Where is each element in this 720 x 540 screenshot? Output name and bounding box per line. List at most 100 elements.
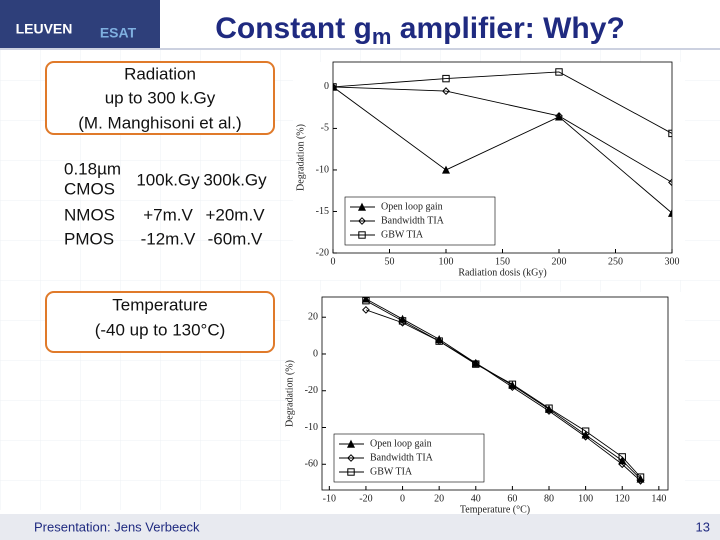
- legend-marker: [347, 454, 355, 462]
- box-text: Radiation: [124, 64, 196, 83]
- y-tick-label: -15: [316, 206, 329, 217]
- x-tick-label: 140: [651, 493, 666, 504]
- title-part: Constant g: [215, 12, 372, 45]
- legend-marker: [347, 468, 355, 476]
- series-group: [361, 297, 645, 485]
- x-tick-label: 0: [400, 493, 405, 504]
- legend-label: GBW TIA: [381, 229, 424, 240]
- marker: [441, 165, 451, 174]
- y-tick-label: 20: [308, 312, 318, 323]
- marker: [636, 476, 645, 485]
- marker: [508, 380, 517, 389]
- x-tick-label: 60: [507, 493, 517, 504]
- marker: [471, 359, 480, 368]
- marker: [545, 404, 553, 412]
- y-tick-label: -10: [316, 164, 329, 175]
- x-tick-label: 100: [439, 256, 454, 267]
- x-tick-label: -20: [359, 493, 372, 504]
- x-tick-label: 50: [385, 256, 395, 267]
- table-header: CMOS: [64, 179, 115, 198]
- data-line: [365, 300, 641, 478]
- marker: [555, 112, 563, 120]
- x-tick-label: 100: [578, 493, 593, 504]
- table: 0.18µm CMOS 100k.Gy 300k.Gy NMOS +7m.V +…: [64, 159, 267, 248]
- marker: [618, 453, 626, 461]
- y-tick-label: 0: [324, 81, 329, 92]
- page-number: 13: [696, 519, 710, 534]
- marker: [442, 74, 450, 83]
- marker: [668, 129, 672, 138]
- plot-area: [321, 296, 669, 491]
- y-tick-label: -10: [305, 422, 318, 433]
- data-line: [333, 86, 672, 214]
- marker: [667, 208, 672, 217]
- marker: [442, 87, 450, 95]
- legend-label: Bandwidth TIA: [370, 452, 434, 463]
- y-axis-label: Degradation (%): [295, 124, 306, 191]
- legend-marker: [358, 217, 366, 225]
- x-tick-label: 150: [495, 256, 510, 267]
- series-group: [333, 68, 672, 217]
- data-line: [333, 86, 672, 183]
- marker: [636, 473, 645, 481]
- marker: [362, 297, 370, 305]
- x-axis-label: Radiation dosis (kGy): [458, 267, 546, 278]
- marker: [362, 305, 370, 314]
- marker: [472, 360, 480, 368]
- table-header: 100k.Gy: [136, 170, 200, 189]
- x-tick-label: 20: [434, 493, 444, 504]
- table-cell: +7m.V: [143, 205, 193, 224]
- box-text: Temperature: [112, 295, 207, 314]
- chart-frame: [293, 62, 685, 280]
- x-axis-label: Temperature (°C): [460, 504, 530, 515]
- legend-label: Open loop gain: [381, 201, 443, 212]
- y-tick-label: -20: [305, 385, 318, 396]
- x-tick-label: -10: [323, 493, 336, 504]
- marker: [581, 432, 590, 441]
- legend-marker: [358, 231, 366, 239]
- title-part: amplifier: Why?: [391, 12, 624, 45]
- x-tick-label: 0: [331, 256, 336, 267]
- title-sub: m: [372, 24, 392, 49]
- y-tick-label: 0: [313, 348, 318, 359]
- y-axis-label: Degradation (%): [284, 360, 295, 427]
- table-header: 300k.Gy: [203, 170, 267, 189]
- box-text: (-40 up to 130°C): [95, 320, 226, 339]
- x-tick-label: 200: [552, 256, 567, 267]
- logo-block: [0, 0, 160, 48]
- x-tick-label: 40: [471, 493, 481, 504]
- marker: [581, 427, 590, 435]
- data-line: [333, 71, 672, 134]
- marker: [398, 317, 407, 325]
- marker: [361, 297, 370, 303]
- radiation-box: [45, 61, 275, 135]
- x-tick-label: 250: [608, 256, 623, 267]
- table-cell: NMOS: [64, 205, 115, 224]
- table-cell: PMOS: [64, 229, 114, 248]
- marker: [333, 83, 337, 91]
- x-tick-label: 80: [544, 493, 554, 504]
- footer-bar: [0, 514, 720, 540]
- marker: [555, 68, 563, 76]
- y-tick-label: -5: [321, 123, 329, 134]
- slide-title: Constant gm amplifier: Why?: [215, 12, 625, 49]
- x-tick-label: 120: [615, 493, 630, 504]
- box-text: (M. Manghisoni et al.): [78, 113, 241, 132]
- x-tick-label: 300: [665, 256, 680, 267]
- logo-text: LEUVEN: [16, 21, 73, 37]
- box-text: up to 300 k.Gy: [105, 88, 216, 107]
- legend-marker: [346, 439, 356, 448]
- table-cell: +20m.V: [205, 205, 265, 224]
- legend-label: GBW TIA: [370, 466, 413, 477]
- legend-marker: [357, 202, 367, 211]
- table-cell: -12m.V: [141, 229, 196, 248]
- legend-label: Bandwidth TIA: [381, 215, 445, 226]
- table-cell: -60m.V: [208, 229, 263, 248]
- temperature-box: [45, 291, 275, 353]
- logo-text: ESAT: [100, 25, 137, 41]
- y-tick-label: -60: [305, 459, 318, 470]
- y-tick-label: -20: [316, 247, 329, 258]
- table-header: 0.18µm: [64, 159, 121, 178]
- marker: [333, 83, 337, 91]
